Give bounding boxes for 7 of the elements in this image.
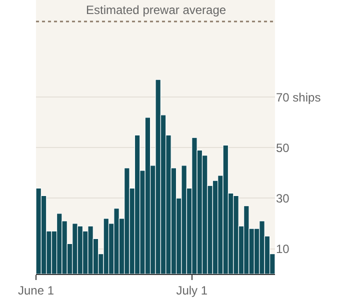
y-tick-label: 10	[276, 242, 290, 256]
x-tick-label: June 1	[18, 283, 54, 298]
y-tick-label: 50	[276, 140, 290, 155]
y-tick-label: 70 ships	[276, 90, 321, 104]
x-tick-label: July 1	[176, 283, 208, 298]
ref-line-label: Estimated prewar average	[86, 3, 226, 17]
y-tick-label: 30	[276, 191, 290, 206]
